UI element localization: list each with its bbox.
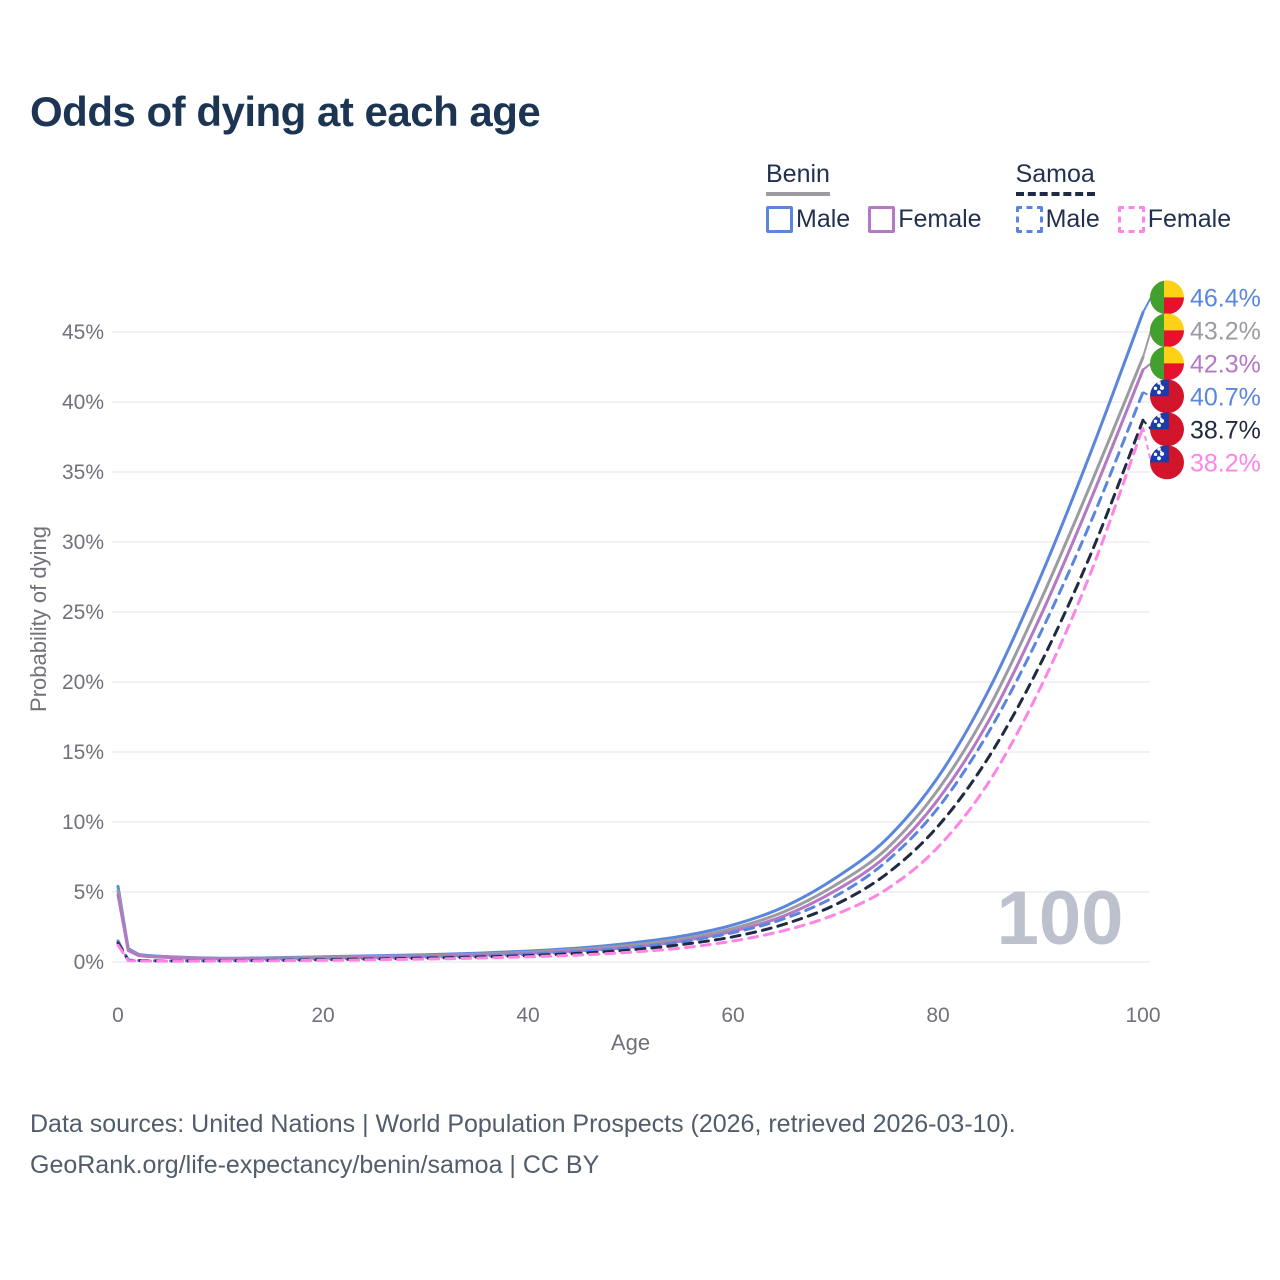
samoa-male-checkbox[interactable] bbox=[1015, 206, 1043, 233]
legend-item-samoa-male: Male bbox=[1015, 205, 1100, 234]
y-tick-45: 45% bbox=[62, 321, 104, 344]
series-line-benin-female[interactable] bbox=[116, 368, 1145, 961]
benin-flag-icon bbox=[1150, 346, 1184, 381]
end-label-value-benin-female: 42.3% bbox=[1190, 350, 1261, 378]
legend-country-samoa[interactable]: Samoa bbox=[1015, 160, 1095, 196]
samoa-flag-icon bbox=[1150, 445, 1184, 480]
y-tick-35: 35% bbox=[62, 461, 104, 484]
data-sources-footer: Data sources: United Nations | World Pop… bbox=[30, 1104, 1016, 1186]
x-tick-0: 0 bbox=[112, 1004, 124, 1027]
legend-item-samoa-female: Female bbox=[1117, 205, 1232, 234]
samoa-flag-icon bbox=[1150, 379, 1184, 414]
legend-label-benin-male: Male bbox=[796, 205, 851, 233]
y-axis-label: Probability of dying bbox=[26, 526, 51, 712]
x-tick-60: 60 bbox=[721, 1004, 744, 1027]
x-tick-100: 100 bbox=[1125, 1004, 1160, 1027]
legend-label-samoa-female: Female bbox=[1147, 205, 1232, 233]
samoa-female-checkbox[interactable] bbox=[1117, 206, 1145, 233]
benin-flag-icon bbox=[1150, 313, 1184, 348]
series-line-samoa-male[interactable] bbox=[116, 390, 1145, 963]
legend-item-benin-male: Male bbox=[766, 205, 850, 234]
y-tick-15: 15% bbox=[62, 741, 104, 764]
benin-flag-icon bbox=[1150, 280, 1184, 315]
x-tick-80: 80 bbox=[926, 1004, 949, 1027]
benin-female-checkbox[interactable] bbox=[868, 206, 896, 233]
legend-country-benin[interactable]: Benin bbox=[766, 160, 830, 196]
footer-line-attribution: GeoRank.org/life-expectancy/benin/samoa … bbox=[30, 1151, 600, 1179]
legend-label-benin-female: Female bbox=[898, 205, 982, 233]
y-tick-5: 5% bbox=[74, 881, 104, 904]
legend: Benin Male Female Samoa Male bbox=[766, 160, 1231, 234]
x-tick-20: 20 bbox=[311, 1004, 334, 1027]
series-line-benin-both[interactable] bbox=[116, 355, 1145, 961]
age-watermark: 100 bbox=[997, 876, 1124, 961]
x-tick-40: 40 bbox=[516, 1004, 539, 1027]
y-tick-25: 25% bbox=[62, 601, 104, 624]
legend-group-samoa: Samoa Male Female bbox=[1015, 160, 1232, 234]
end-label-value-benin-male: 46.4% bbox=[1190, 284, 1261, 312]
end-label-value-samoa-both: 38.7% bbox=[1190, 416, 1261, 444]
y-tick-30: 30% bbox=[62, 531, 104, 554]
legend-item-benin-female: Female bbox=[868, 205, 982, 234]
end-label-value-benin-both: 43.2% bbox=[1190, 317, 1261, 345]
chart-title: Odds of dying at each age bbox=[30, 88, 541, 135]
y-tick-0: 0% bbox=[74, 951, 104, 974]
benin-male-checkbox[interactable] bbox=[766, 206, 793, 233]
end-label-value-samoa-male: 40.7% bbox=[1190, 383, 1261, 411]
legend-group-benin: Benin Male Female bbox=[766, 160, 982, 234]
footer-line-sources: Data sources: United Nations | World Pop… bbox=[30, 1110, 1016, 1138]
y-tick-40: 40% bbox=[62, 391, 104, 414]
y-tick-20: 20% bbox=[62, 671, 104, 694]
series-line-samoa-female[interactable] bbox=[116, 425, 1145, 963]
y-tick-10: 10% bbox=[62, 811, 104, 834]
samoa-flag-icon bbox=[1150, 412, 1184, 447]
x-axis-label: Age bbox=[611, 1030, 650, 1055]
end-label-value-samoa-female: 38.2% bbox=[1190, 449, 1261, 477]
series-line-benin-male[interactable] bbox=[116, 310, 1145, 960]
legend-label-samoa-male: Male bbox=[1045, 205, 1100, 233]
